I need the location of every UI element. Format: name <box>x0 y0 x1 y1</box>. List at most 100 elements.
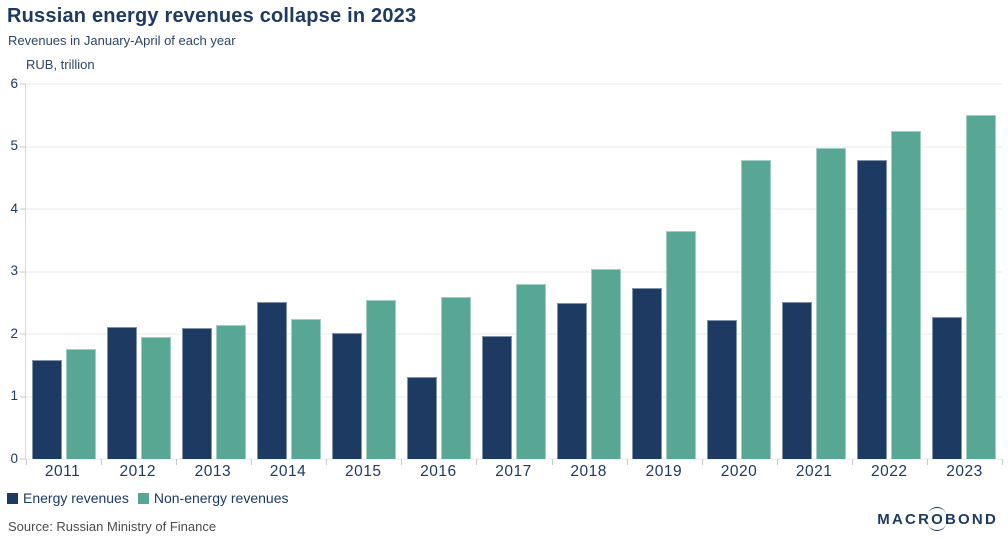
x-axis-label-2022: 2022 <box>871 463 908 480</box>
y-axis-tick <box>20 271 26 272</box>
x-axis-label-2014: 2014 <box>269 463 307 480</box>
x-axis-tick <box>251 459 253 465</box>
gridline <box>26 271 1002 272</box>
x-axis-tick <box>551 459 553 465</box>
source-note: Source: Russian Ministry of Finance <box>8 519 217 534</box>
x-axis-tick <box>701 459 703 465</box>
x-axis-tick <box>326 459 328 465</box>
macrobond-logo-text: MACROBOND <box>877 507 998 531</box>
non-energy-revenues-bar-2012 <box>140 337 171 459</box>
energy-revenues-bar-2014 <box>256 301 287 459</box>
x-axis-tick <box>176 459 178 465</box>
bar-group-2019 <box>627 84 702 459</box>
energy-revenues-bar-2020 <box>707 320 738 459</box>
y-axis-tick <box>20 396 26 397</box>
y-axis-tick <box>20 208 26 210</box>
bar-group-2022 <box>852 84 927 459</box>
gridline <box>26 83 1002 85</box>
bar-group-2016 <box>401 84 476 459</box>
gridline <box>26 396 1002 397</box>
legend-swatch-energy-icon <box>7 492 18 504</box>
bar-group-2011 <box>26 84 101 459</box>
bar-group-2018 <box>552 84 627 459</box>
energy-revenues-bar-2013 <box>181 328 212 459</box>
legend-swatch-non-energy-icon <box>137 492 149 504</box>
x-axis-label-2023: 2023 <box>946 463 983 480</box>
y-axis-label: 1 <box>10 388 18 404</box>
macrobond-logo: MACROBOND <box>877 507 998 531</box>
x-axis-tick <box>851 459 853 465</box>
y-axis-label: 5 <box>10 138 18 154</box>
x-axis-tick <box>776 459 778 465</box>
non-energy-revenues-bar-2021 <box>816 147 847 459</box>
legend: Energy revenues Non-energy revenues <box>7 490 288 506</box>
gridline <box>26 333 1002 335</box>
gridline <box>26 458 1002 460</box>
bar-group-2014 <box>251 84 326 459</box>
x-axis-tick <box>26 459 27 465</box>
energy-revenues-bar-2021 <box>782 301 813 459</box>
non-energy-revenues-bar-2019 <box>666 230 697 459</box>
bar-group-2021 <box>777 84 852 459</box>
x-axis-tick <box>401 459 403 465</box>
x-axis-label-2021: 2021 <box>795 463 833 480</box>
y-axis-tick <box>20 333 26 335</box>
x-axis-label-2016: 2016 <box>420 463 457 480</box>
energy-revenues-bar-2018 <box>557 302 588 459</box>
energy-revenues-bar-2012 <box>106 327 137 459</box>
non-energy-revenues-bar-2023 <box>966 114 997 459</box>
energy-revenues-bar-2015 <box>331 332 362 459</box>
x-axis-tick <box>626 459 628 465</box>
page-subtitle: Revenues in January-April of each year <box>8 33 236 48</box>
y-axis-label: 2 <box>10 325 18 341</box>
energy-revenues-bar-2017 <box>482 335 512 459</box>
legend-label-energy: Energy revenues <box>23 490 129 506</box>
non-energy-revenues-bar-2017 <box>516 284 546 459</box>
x-axis-tick <box>101 459 103 465</box>
y-axis-label: 3 <box>10 263 18 279</box>
plot-area: 0 1 2 3 4 5 6 <box>10 77 1003 465</box>
x-axis-label-2020: 2020 <box>720 463 758 480</box>
x-axis-label-2013: 2013 <box>194 463 232 480</box>
x-axis-label-2018: 2018 <box>570 463 607 480</box>
non-energy-revenues-bar-2013 <box>215 325 246 459</box>
x-axis-label-2012: 2012 <box>119 463 156 480</box>
bar-group-2023 <box>927 84 1002 459</box>
gridline <box>26 208 1002 210</box>
bar-series <box>26 84 1002 459</box>
y-axis-label: 6 <box>10 75 18 91</box>
energy-revenues-bar-2016 <box>406 376 437 459</box>
energy-revenues-bar-2019 <box>632 288 663 459</box>
y-axis-label: 4 <box>10 200 18 216</box>
legend-label-non-energy: Non-energy revenues <box>153 490 289 506</box>
non-energy-revenues-bar-2011 <box>65 349 96 459</box>
bar-group-2013 <box>176 84 251 459</box>
legend-item-energy: Energy revenues <box>7 490 129 506</box>
energy-revenues-bar-2023 <box>932 316 963 459</box>
non-energy-revenues-bar-2022 <box>891 130 922 459</box>
y-axis-unit-label: RUB, trillion <box>26 57 95 72</box>
y-axis-tick <box>20 458 26 460</box>
non-energy-revenues-bar-2014 <box>290 319 321 459</box>
x-axis-tick <box>926 459 928 465</box>
x-axis-tick <box>476 459 478 465</box>
page-title: Russian energy revenues collapse in 2023 <box>7 5 417 27</box>
bar-group-2017 <box>476 84 551 459</box>
bar-group-2015 <box>326 84 401 459</box>
non-energy-revenues-bar-2018 <box>591 269 622 459</box>
y-axis-tick <box>20 146 26 147</box>
energy-revenues-bar-2011 <box>31 359 62 459</box>
energy-revenues-bar-2022 <box>857 159 888 459</box>
x-axis-label-2011: 2011 <box>44 463 81 480</box>
x-axis-label-2015: 2015 <box>344 463 382 480</box>
non-energy-revenues-bar-2015 <box>365 300 396 459</box>
bar-group-2012 <box>101 84 176 459</box>
x-axis-label-2017: 2017 <box>495 463 532 480</box>
y-axis-tick <box>20 83 26 85</box>
non-energy-revenues-bar-2016 <box>440 296 471 459</box>
bar-group-2020 <box>702 84 777 459</box>
non-energy-revenues-bar-2020 <box>741 160 772 459</box>
legend-item-non-energy: Non-energy revenues <box>137 490 289 506</box>
x-axis-labels: 2011 2012 2013 2014 2015 2016 2017 2018 2019 2020… <box>25 463 1002 481</box>
